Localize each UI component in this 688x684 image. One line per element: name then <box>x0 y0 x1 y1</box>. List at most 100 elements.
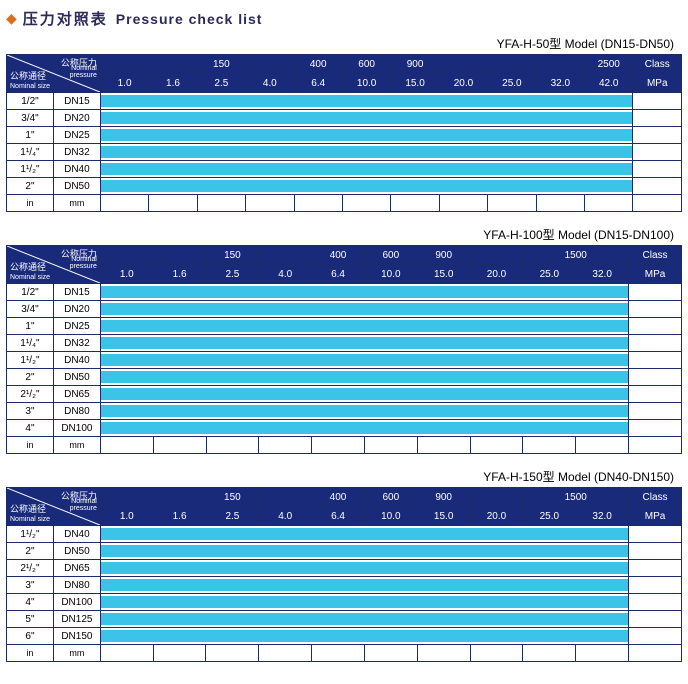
mpa-header: 15.0 <box>417 507 470 526</box>
model-label: YFA-H-50型 Model (DN15-DN50) <box>6 35 682 52</box>
footer-cell <box>197 195 245 212</box>
class-header <box>246 55 294 74</box>
table-row: 6"DN150 <box>7 628 682 645</box>
pressure-bar <box>100 144 633 161</box>
empty-cell <box>629 284 682 301</box>
mpa-header: MPa <box>633 74 682 93</box>
size-mm: DN100 <box>53 420 100 437</box>
size-mm: DN25 <box>53 318 100 335</box>
corner-bot-cn: 公称通径 <box>10 502 46 515</box>
corner-top-en1: Nominal <box>71 498 97 505</box>
corner-top-en2: pressure <box>70 263 97 270</box>
table-row: 1/2"DN15 <box>7 93 682 110</box>
footer-mm: mm <box>53 195 100 212</box>
corner-top-en1: Nominal <box>71 65 97 72</box>
size-in: 1¹/₂" <box>7 161 54 178</box>
size-mm: DN40 <box>53 526 100 543</box>
model-label: YFA-H-150型 Model (DN40-DN150) <box>6 468 682 485</box>
size-in: 1/2" <box>7 284 54 301</box>
empty-cell <box>629 318 682 335</box>
corner-top-en1: Nominal <box>71 256 97 263</box>
mpa-header: 2.5 <box>206 507 259 526</box>
footer-cell <box>100 195 148 212</box>
table-row: 1¹/₂"DN40 <box>7 161 682 178</box>
corner-bot-en: Nominal size <box>10 274 50 281</box>
size-mm: DN65 <box>53 560 100 577</box>
size-in: 2" <box>7 369 54 386</box>
footer-cell <box>153 645 206 662</box>
table-row: 2"DN50 <box>7 369 682 386</box>
table-row: 3"DN80 <box>7 577 682 594</box>
pressure-table: 公称压力Nominalpressure公称通径Nominal size15040… <box>6 487 682 662</box>
empty-cell <box>629 386 682 403</box>
bar-fill <box>101 95 633 107</box>
bar-fill <box>101 112 633 124</box>
empty-cell <box>633 110 682 127</box>
bar-fill <box>101 303 628 315</box>
model-label: YFA-H-100型 Model (DN15-DN100) <box>6 226 682 243</box>
bar-fill <box>101 528 628 540</box>
footer-cell <box>536 195 584 212</box>
bar-fill <box>101 371 628 383</box>
size-mm: DN32 <box>53 335 100 352</box>
pressure-bar <box>100 526 628 543</box>
table-row: 4"DN100 <box>7 594 682 611</box>
mpa-header: 25.0 <box>523 507 576 526</box>
size-in: 1¹/₄" <box>7 144 54 161</box>
mpa-header: 1.6 <box>153 507 206 526</box>
bar-fill <box>101 422 628 434</box>
footer-cell <box>417 437 470 454</box>
footer-cell <box>523 437 576 454</box>
empty-cell <box>629 420 682 437</box>
table-row: 1/2"DN15 <box>7 284 682 301</box>
table-row: 2"DN50 <box>7 543 682 560</box>
mpa-header: 2.5 <box>206 265 259 284</box>
mpa-header: 10.0 <box>364 265 417 284</box>
size-in: 4" <box>7 594 54 611</box>
mpa-header: 10.0 <box>342 74 390 93</box>
empty-cell <box>629 628 682 645</box>
size-in: 2¹/₂" <box>7 560 54 577</box>
table-row: 2¹/₂"DN65 <box>7 386 682 403</box>
table-row: 2¹/₂"DN65 <box>7 560 682 577</box>
header-corner: 公称压力Nominalpressure公称通径Nominal size <box>7 488 101 526</box>
size-mm: DN80 <box>53 577 100 594</box>
corner-bot-cn: 公称通径 <box>10 69 46 82</box>
empty-cell <box>633 93 682 110</box>
pressure-table: 公称压力Nominalpressure公称通径Nominal size15040… <box>6 245 682 454</box>
class-header: 900 <box>417 488 470 507</box>
footer-in: in <box>7 645 54 662</box>
table-row: 1¹/₄"DN32 <box>7 144 682 161</box>
empty-cell <box>629 352 682 369</box>
footer-cell <box>470 645 523 662</box>
class-header: 150 <box>197 55 245 74</box>
pressure-bar <box>100 403 628 420</box>
footer-cell <box>364 645 417 662</box>
mpa-header: 6.4 <box>312 507 365 526</box>
empty-cell <box>629 403 682 420</box>
footer-cell <box>439 195 487 212</box>
bar-fill <box>101 163 633 175</box>
class-header: 1500 <box>523 488 629 507</box>
bar-fill <box>101 354 628 366</box>
pressure-table: 公称压力Nominalpressure公称通径Nominal size15040… <box>6 54 682 212</box>
size-mm: DN20 <box>53 301 100 318</box>
empty-cell <box>629 560 682 577</box>
pressure-bar <box>100 611 628 628</box>
class-header: 150 <box>206 488 259 507</box>
bar-fill <box>101 613 628 625</box>
class-header: 400 <box>312 246 365 265</box>
size-mm: DN32 <box>53 144 100 161</box>
footer-mm: mm <box>53 645 100 662</box>
mpa-header: 6.4 <box>312 265 365 284</box>
title-en: Pressure check list <box>116 11 263 27</box>
mpa-header: 4.0 <box>259 507 312 526</box>
table-row: 3/4"DN20 <box>7 110 682 127</box>
class-header: 600 <box>364 246 417 265</box>
table-row: 1"DN25 <box>7 318 682 335</box>
footer-cell <box>417 645 470 662</box>
table-row: 1¹/₄"DN32 <box>7 335 682 352</box>
class-header: 400 <box>312 488 365 507</box>
size-mm: DN100 <box>53 594 100 611</box>
footer-cell <box>633 195 682 212</box>
